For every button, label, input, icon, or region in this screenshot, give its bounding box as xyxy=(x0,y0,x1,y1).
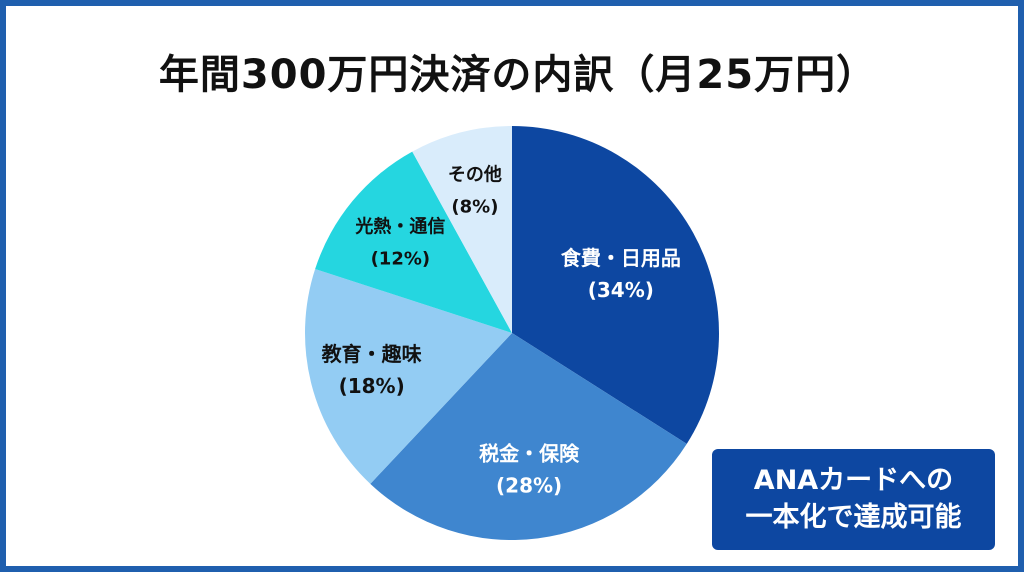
pie-slice-4 xyxy=(315,151,512,333)
pie-slice-5 xyxy=(412,126,512,333)
slice-value-1: (34%) xyxy=(588,278,654,302)
slice-label-5: その他 xyxy=(448,164,502,186)
pie-chart: 食費・日用品 (34%) 税金・保険 (28%) 教育・趣味 (18%) 光熱・通信 (12%… xyxy=(304,126,719,540)
callout-line-1: ANAカードへの xyxy=(753,465,954,497)
slice-value-5: (8%) xyxy=(451,197,498,218)
chart-title: 年間300万円決済の内訳（月25万円） xyxy=(158,52,878,98)
callout-badge: ANAカードへの 一本化で達成可能 xyxy=(712,449,995,550)
pie-slice-3 xyxy=(304,269,512,484)
pie-slices xyxy=(304,126,719,540)
slice-label-1: 食費・日用品 xyxy=(561,246,681,270)
slice-label-3: 教育・趣味 xyxy=(322,342,422,366)
pie-slice-1 xyxy=(512,126,719,444)
slice-label-4: 光熱・通信 xyxy=(354,216,445,238)
slice-value-3: (18%) xyxy=(339,374,405,398)
callout-line-2: 一本化で達成可能 xyxy=(745,501,962,533)
slice-value-2: (28%) xyxy=(496,474,562,498)
slice-value-4: (12%) xyxy=(371,249,431,270)
slice-label-2: 税金・保険 xyxy=(479,442,580,466)
pie-labels: 食費・日用品 (34%) 税金・保険 (28%) 教育・趣味 (18%) 光熱・通信 (12%… xyxy=(322,164,681,498)
pie-slice-2 xyxy=(370,333,687,540)
